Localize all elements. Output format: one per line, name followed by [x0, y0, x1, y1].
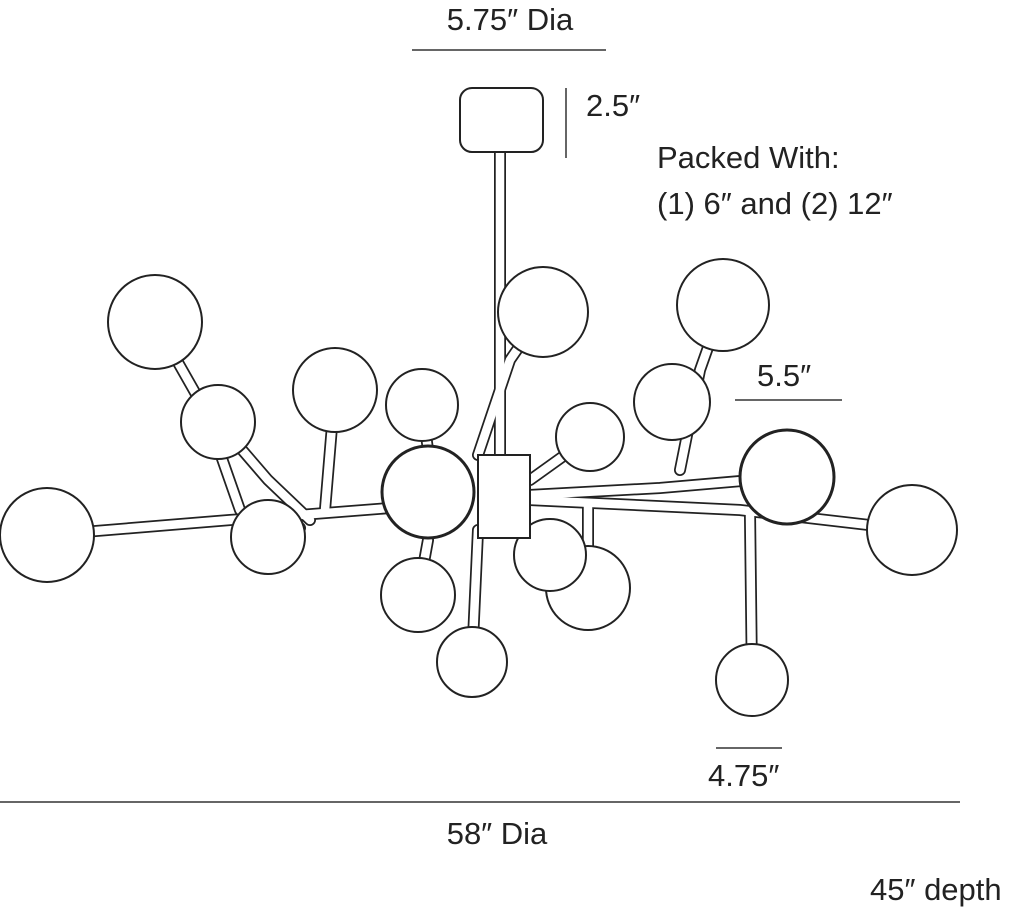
depth: 45″ depth: [870, 872, 1002, 907]
stem-fill: [525, 495, 917, 535]
globe: [676, 258, 770, 352]
fixture-drawing: [0, 87, 958, 717]
large-globe-size: 5.5″: [757, 358, 811, 393]
globe: [230, 499, 306, 575]
globe: [715, 643, 789, 717]
center-hub: [477, 454, 531, 539]
packed-with-contents: (1) 6″ and (2) 12″: [657, 186, 893, 221]
globe: [380, 444, 476, 540]
globe: [385, 368, 459, 442]
dimension-lines: [0, 49, 960, 803]
globe: [436, 626, 508, 698]
globe: [292, 347, 378, 433]
globe: [180, 384, 256, 460]
globe: [497, 266, 589, 358]
globe: [380, 557, 456, 633]
globe: [633, 363, 711, 441]
canopy: [459, 87, 544, 153]
globe: [107, 274, 203, 370]
canopy-height: 2.5″: [586, 88, 640, 123]
globe: [738, 428, 836, 526]
stems: [41, 144, 918, 686]
globe: [555, 402, 625, 472]
globe: [0, 487, 95, 583]
globe: [866, 484, 958, 576]
globes: [0, 258, 958, 717]
small-globe-size: 4.75″: [708, 758, 779, 793]
packed-with-title: Packed With:: [657, 140, 840, 175]
globe: [513, 518, 587, 592]
overall-diameter: 58″ Dia: [447, 816, 548, 851]
canopy-diameter: 5.75″ Dia: [447, 2, 574, 37]
